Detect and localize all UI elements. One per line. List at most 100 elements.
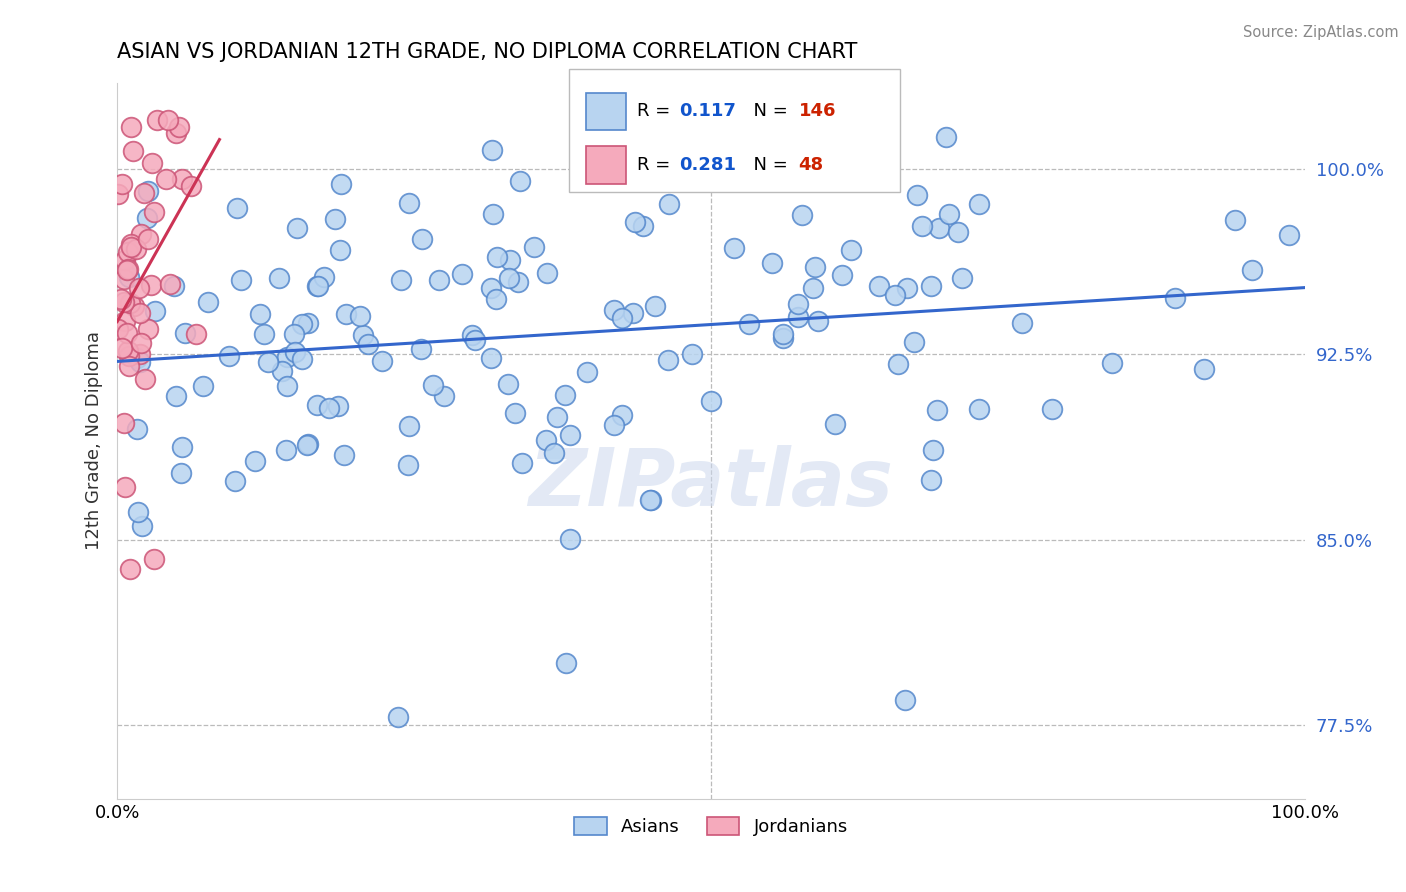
Point — [125, 242, 148, 256]
Point — [824, 417, 846, 431]
Point — [624, 215, 647, 229]
Text: 146: 146 — [799, 103, 837, 120]
Point — [118, 269, 141, 284]
Point — [245, 453, 267, 467]
Point — [197, 294, 219, 309]
Point — [155, 171, 177, 186]
Point — [127, 351, 149, 365]
Point — [554, 388, 576, 402]
Point — [536, 266, 558, 280]
Point — [127, 505, 149, 519]
Point — [357, 337, 380, 351]
Point — [253, 326, 276, 341]
Point — [118, 349, 141, 363]
Point — [231, 273, 253, 287]
Point — [1241, 262, 1264, 277]
Point — [396, 458, 419, 472]
Point — [911, 219, 934, 233]
Point — [117, 261, 139, 276]
Point — [657, 352, 679, 367]
Point — [387, 710, 409, 724]
Point — [610, 310, 633, 325]
Point — [107, 186, 129, 201]
Point — [163, 279, 186, 293]
Point — [170, 466, 193, 480]
Point — [1011, 316, 1033, 330]
Point — [1164, 291, 1187, 305]
Point — [927, 403, 949, 417]
Point — [735, 138, 758, 153]
Point — [479, 351, 502, 366]
Point — [352, 327, 374, 342]
Point — [117, 245, 139, 260]
Point — [621, 306, 644, 320]
Point — [787, 310, 810, 324]
Point — [1192, 362, 1215, 376]
Point — [700, 394, 723, 409]
Point — [534, 434, 557, 448]
Point — [603, 303, 626, 318]
Point — [922, 442, 945, 457]
Point — [481, 281, 503, 295]
Text: ASIAN VS JORDANIAN 12TH GRADE, NO DIPLOMA CORRELATION CHART: ASIAN VS JORDANIAN 12TH GRADE, NO DIPLOM… — [117, 42, 858, 62]
Point — [481, 143, 503, 157]
Point — [398, 418, 420, 433]
Point — [122, 145, 145, 159]
Text: R =: R = — [637, 103, 676, 120]
Point — [631, 219, 654, 234]
Point — [411, 342, 433, 356]
Legend: Asians, Jordanians: Asians, Jordanians — [567, 810, 855, 844]
Point — [603, 417, 626, 432]
Point — [330, 177, 353, 191]
Point — [761, 256, 783, 270]
Point — [114, 480, 136, 494]
Point — [173, 326, 195, 341]
Point — [498, 271, 520, 285]
Point — [450, 268, 472, 282]
Point — [307, 279, 329, 293]
Point — [117, 344, 139, 359]
Point — [510, 456, 533, 470]
Point — [169, 120, 191, 134]
Point — [156, 112, 179, 127]
Point — [555, 656, 578, 670]
Point — [920, 473, 942, 487]
Point — [132, 186, 155, 201]
Point — [276, 379, 298, 393]
Point — [644, 299, 666, 313]
Point — [112, 271, 135, 285]
Text: R =: R = — [637, 156, 676, 174]
Point — [134, 372, 156, 386]
Text: 0.117: 0.117 — [679, 103, 735, 120]
Point — [170, 172, 193, 186]
Point — [576, 365, 599, 379]
Point — [1101, 356, 1123, 370]
Point — [411, 232, 433, 246]
Point — [323, 211, 346, 226]
Point — [111, 177, 134, 191]
Point — [485, 292, 508, 306]
Point — [938, 207, 960, 221]
Point — [371, 353, 394, 368]
Point — [120, 236, 142, 251]
Point — [191, 379, 214, 393]
Point — [271, 364, 294, 378]
Point — [120, 562, 142, 576]
Point — [145, 112, 167, 127]
Point — [291, 351, 314, 366]
Point — [461, 328, 484, 343]
Point — [703, 112, 725, 127]
Text: ZIPatlas: ZIPatlas — [529, 445, 894, 523]
Point — [772, 327, 794, 342]
Point — [145, 304, 167, 318]
Point — [543, 446, 565, 460]
Point — [115, 262, 138, 277]
Point — [295, 438, 318, 452]
Point — [787, 297, 810, 311]
Point — [120, 120, 142, 134]
Point — [485, 250, 508, 264]
Point — [131, 336, 153, 351]
Point — [125, 422, 148, 436]
Point — [141, 278, 163, 293]
Point — [464, 333, 486, 347]
